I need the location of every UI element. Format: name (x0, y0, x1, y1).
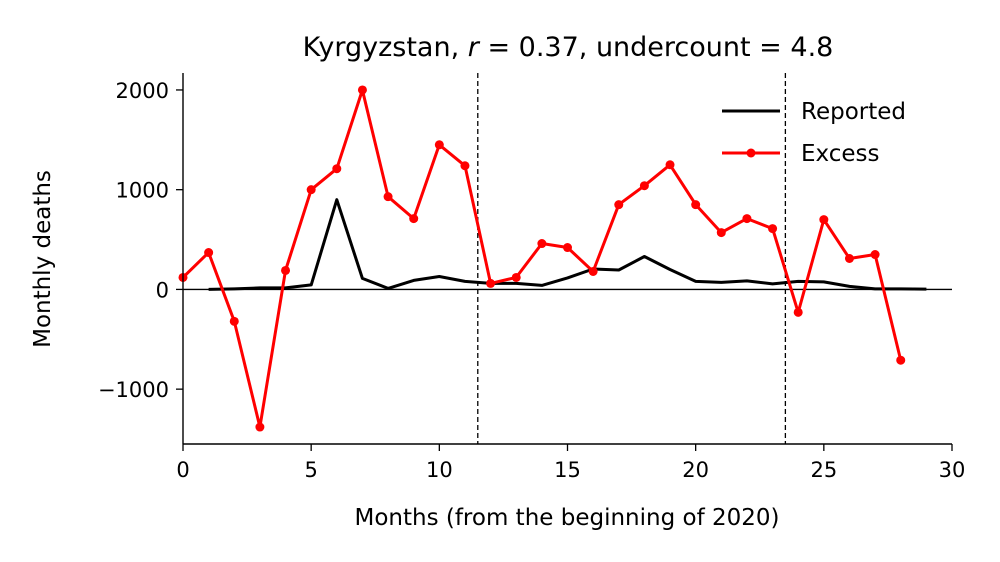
excess-point (563, 243, 572, 253)
excess-point (383, 192, 393, 202)
y-tick-label: −1000 (98, 378, 169, 402)
legend-excess-marker (746, 148, 756, 158)
excess-point (639, 181, 649, 191)
excess-point (870, 250, 880, 260)
excess-point (793, 307, 803, 317)
x-tick-label: 10 (426, 458, 453, 482)
y-axis-label: Monthly deaths (30, 170, 56, 348)
excess-point (844, 254, 854, 263)
y-tick-label: 2000 (116, 79, 169, 103)
x-axis-label: Months (from the beginning of 2020) (354, 505, 779, 531)
y-tick-label: 0 (156, 278, 169, 302)
excess-point (614, 200, 624, 210)
x-tick-label: 25 (810, 458, 837, 482)
title-r-symbol: r (468, 32, 481, 63)
excess-point (460, 161, 470, 171)
y-axis: −1000 0 1000 2000 (98, 79, 183, 402)
excess-point (255, 422, 265, 432)
excess-point (665, 160, 675, 170)
excess-point (588, 266, 598, 276)
excess-point (819, 215, 829, 225)
excess-point (229, 316, 239, 326)
title-prefix: Kyrgyzstan, (303, 32, 468, 63)
legend-excess-label: Excess (801, 141, 880, 167)
excess-point (691, 200, 701, 210)
excess-point (306, 185, 316, 195)
x-tick-label: 15 (554, 458, 581, 482)
excess-point (768, 224, 778, 234)
excess-point (537, 239, 547, 249)
x-tick-label: 0 (176, 458, 189, 482)
excess-point (511, 272, 521, 282)
excess-point (409, 214, 419, 224)
y-tick-label: 1000 (116, 179, 169, 203)
chart-title: Kyrgyzstan, r = 0.37, undercount = 4.8 (303, 32, 834, 63)
excess-point (357, 85, 367, 95)
excess-point (332, 164, 342, 174)
x-tick-label: 30 (939, 458, 966, 482)
excess-point (716, 228, 726, 238)
x-axis: 0 5 10 15 20 25 30 (176, 444, 965, 482)
excess-point (486, 278, 496, 288)
x-tick-label: 20 (682, 458, 709, 482)
x-tick-label: 5 (304, 458, 317, 482)
title-stats: = 0.37, undercount = 4.8 (479, 32, 833, 63)
legend: Reported Excess (722, 99, 906, 167)
legend-reported-label: Reported (801, 99, 906, 125)
excess-point (896, 355, 906, 365)
excess-point (742, 214, 752, 224)
plot-area (178, 73, 952, 444)
series-excess-line (181, 88, 903, 429)
excess-point (434, 140, 444, 150)
excess-point (204, 248, 214, 258)
excess-point (281, 265, 291, 275)
